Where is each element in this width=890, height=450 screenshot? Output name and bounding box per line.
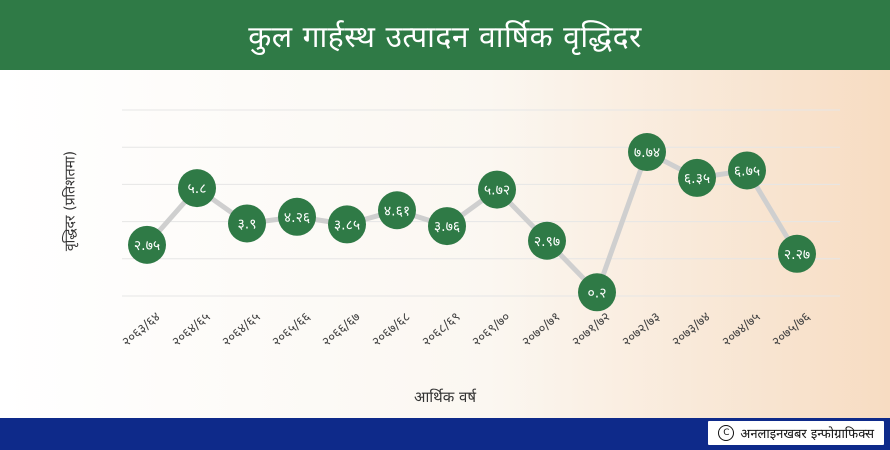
data-label: ३.८५: [334, 217, 360, 233]
x-tick-label: २०६८/६९: [419, 310, 463, 350]
data-label: २.२७: [784, 247, 810, 263]
data-point: [578, 273, 616, 312]
data-point: [778, 234, 816, 273]
x-tick-label: २०६४/६५: [219, 309, 263, 350]
data-label: ४.६१: [384, 203, 410, 219]
data-label: ५.८: [187, 181, 206, 197]
data-point: [728, 151, 766, 190]
x-axis-label: आर्थिक वर्ष: [413, 388, 477, 406]
x-tick-label: २०६४/६५: [169, 309, 213, 350]
title-bar: कुल गार्हस्थ उत्पादन वार्षिक वृद्धिदर: [0, 0, 890, 70]
data-point: [378, 191, 416, 230]
data-label: ६.३५: [684, 171, 710, 187]
line-chart: २.७५ ५.८ ३.९ ४.२६ ३.८५ ४.६१ ३.७६ ५.७२ २.९७ ०.२ ७.७…: [119, 109, 840, 350]
x-tick-label: २०६७/६८: [369, 309, 413, 350]
data-label: ७.७४: [634, 145, 660, 161]
x-tick-label: २०६३/६४: [119, 309, 163, 350]
data-label: ६.७५: [734, 163, 760, 179]
data-label: ५.७२: [484, 183, 510, 199]
x-tick-label: २०७४/७५: [719, 309, 763, 350]
data-point: [178, 169, 216, 208]
x-tick-label: २०६९/७०: [469, 310, 513, 350]
data-label: २.९७: [534, 234, 560, 250]
x-tick-label: २०६६/६७: [319, 309, 363, 350]
x-tick-label: २०७०/७१: [519, 310, 563, 350]
x-tick-label: २०७२/७३: [619, 310, 663, 350]
data-point: [228, 204, 266, 243]
copyright-icon: C: [718, 425, 735, 441]
chart-area: २.७५ ५.८ ३.९ ४.२६ ३.८५ ४.६१ ३.७६ ५.७२ २.९७ ०.२ ७.७…: [0, 70, 890, 418]
x-tick-label: २०६५/६६: [269, 309, 313, 350]
data-label: ०.२: [587, 285, 606, 301]
data-point: [628, 133, 666, 172]
data-point: [478, 170, 516, 209]
x-tick-label: २०७३/७४: [669, 309, 713, 350]
data-point: [278, 197, 316, 236]
data-label: ३.७६: [434, 219, 460, 235]
data-point: [678, 158, 716, 197]
data-point: [428, 207, 466, 246]
data-point: [528, 221, 566, 260]
data-label: ४.२६: [284, 210, 310, 226]
credit-badge: C अनलाइनखबर इन्फोग्राफिक्स: [708, 421, 884, 445]
data-point: [128, 225, 166, 264]
data-label: ३.९: [237, 216, 256, 232]
x-tick-label: २०७१/७२: [569, 310, 613, 350]
chart-title: कुल गार्हस्थ उत्पादन वार्षिक वृद्धिदर: [248, 19, 642, 55]
y-axis-label: वृद्धिदर (प्रतिशतमा): [62, 150, 79, 252]
data-label: २.७५: [134, 238, 160, 254]
data-point: [328, 205, 366, 244]
x-tick-label: २०७५/७६: [769, 309, 813, 350]
credit-text: अनलाइनखबर इन्फोग्राफिक्स: [740, 427, 874, 442]
